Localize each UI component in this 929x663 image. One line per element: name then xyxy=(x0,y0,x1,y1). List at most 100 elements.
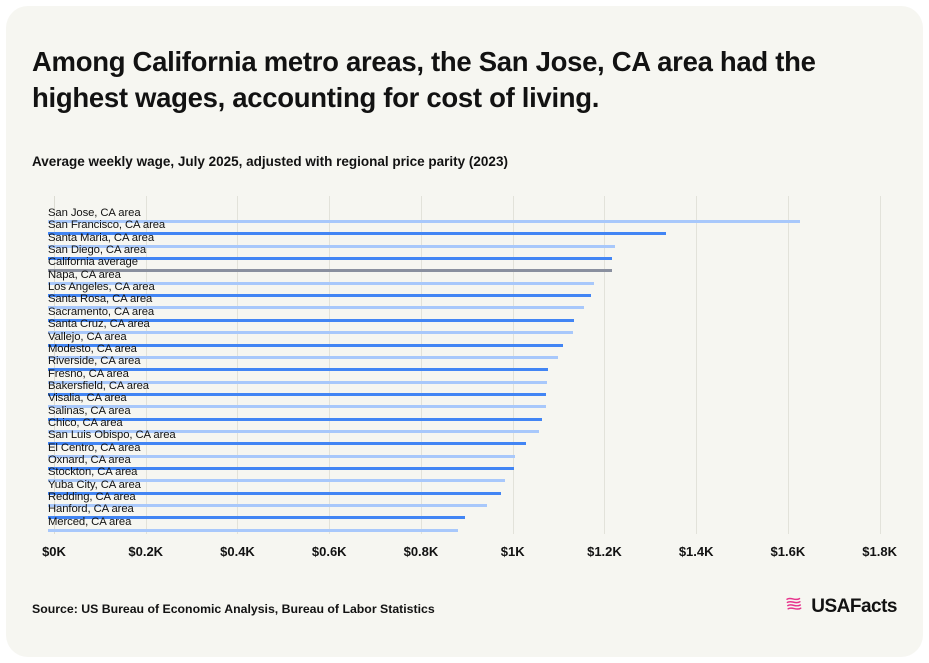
gridline-06K xyxy=(329,196,331,534)
bar-row[interactable]: Oxnard, CA area xyxy=(6,454,923,471)
bar[interactable] xyxy=(48,294,591,298)
bar-row[interactable]: Los Angeles, CA area xyxy=(6,281,923,298)
x-axis-tick-label: $0.8K xyxy=(403,544,439,559)
bar-category-label: Chico, CA area xyxy=(48,416,123,429)
bar[interactable] xyxy=(48,417,543,421)
x-axis-tick-label: $1.8K xyxy=(862,544,898,559)
bar[interactable] xyxy=(48,516,466,520)
bar[interactable] xyxy=(48,318,575,322)
bar[interactable] xyxy=(48,392,546,396)
bar-category-label: San Luis Obispo, CA area xyxy=(48,429,176,442)
bar-row[interactable]: Salinas, CA area xyxy=(6,405,923,422)
bar[interactable] xyxy=(48,355,559,359)
bar-row[interactable]: Vallejo, CA area xyxy=(6,331,923,348)
x-axis-tick-label: $0K xyxy=(42,544,66,559)
bar[interactable] xyxy=(48,479,505,483)
bar-row[interactable]: San Diego, CA area xyxy=(6,244,923,261)
gridline-18K xyxy=(879,196,881,534)
chart-card: Among California metro areas, the San Jo… xyxy=(6,6,923,657)
x-axis-tick-label: $0.2K xyxy=(128,544,164,559)
x-axis-tick-label: $0.6K xyxy=(311,544,347,559)
bar-category-label: Stockton, CA area xyxy=(48,466,138,479)
bar-row[interactable]: San Francisco, CA area xyxy=(6,219,923,236)
gridline-04K xyxy=(237,196,239,534)
chart-subtitle: Average weekly wage, July 2025, adjusted… xyxy=(32,154,508,169)
bar-row[interactable]: Redding, CA area xyxy=(6,491,923,508)
gridline-0K xyxy=(54,196,55,534)
bar-category-label: San Jose, CA area xyxy=(48,207,141,219)
x-axis-tick-label: $1K xyxy=(500,544,525,559)
bar[interactable] xyxy=(48,491,502,495)
bar[interactable] xyxy=(48,220,801,223)
bar-category-label: Vallejo, CA area xyxy=(48,330,127,343)
bar[interactable] xyxy=(48,257,612,261)
bar-category-label: Merced, CA area xyxy=(48,515,132,528)
bar[interactable] xyxy=(48,306,584,310)
bar[interactable] xyxy=(48,269,612,273)
bar-category-label: Oxnard, CA area xyxy=(48,454,131,466)
bar[interactable] xyxy=(48,504,487,508)
bar-row[interactable]: Merced, CA area xyxy=(6,516,923,533)
bar-row[interactable]: San Luis Obispo, CA area xyxy=(6,429,923,446)
bar-row[interactable]: San Jose, CA area xyxy=(6,207,923,224)
gridline-12K xyxy=(604,196,606,534)
bar-row[interactable]: Fresno, CA area xyxy=(6,368,923,385)
bar[interactable] xyxy=(48,368,548,372)
bar-row[interactable]: Stockton, CA area xyxy=(6,466,923,483)
brand-name: USAFacts xyxy=(811,595,897,617)
gridline-08K xyxy=(420,196,422,534)
bar-category-label: Napa, CA area xyxy=(48,268,121,281)
bar-row[interactable]: Riverside, CA area xyxy=(6,355,923,372)
bar-row[interactable]: Yuba City, CA area xyxy=(6,479,923,496)
bar[interactable] xyxy=(48,343,564,347)
gridline-16K xyxy=(787,196,789,534)
bar-row[interactable]: Sacramento, CA area xyxy=(6,306,923,323)
bar[interactable] xyxy=(48,281,594,285)
x-axis-tick-label: $0.4K xyxy=(220,544,255,559)
bar-row[interactable]: Chico, CA area xyxy=(6,417,923,434)
bar-category-label: Hanford, CA area xyxy=(48,503,134,516)
bar-row[interactable]: El Centro, CA area xyxy=(6,442,923,459)
bar-category-label: Santa Rosa, CA area xyxy=(48,293,153,306)
bar-category-label: Modesto, CA area xyxy=(48,342,137,355)
bar[interactable] xyxy=(48,244,616,248)
gridline-14K xyxy=(696,196,698,534)
usafacts-flag-icon xyxy=(785,595,807,618)
bar-row[interactable]: Hanford, CA area xyxy=(6,503,923,520)
gridline-1K xyxy=(512,196,514,534)
x-axis-tick-label: $1.4K xyxy=(678,544,714,559)
bar-category-label: Sacramento, CA area xyxy=(48,305,155,318)
bar-row[interactable]: California average xyxy=(6,256,923,273)
bar-category-label: Fresno, CA area xyxy=(48,367,129,380)
chart-x-axis: $0K $0.2K $0.4K $0.6K $0.8K $1K $1.2K $1.4K $1.6… xyxy=(6,544,923,566)
page-title: Among California metro areas, the San Jo… xyxy=(32,46,816,113)
bar-row[interactable]: Santa Maria, CA area xyxy=(6,232,923,249)
bar-category-label: Visalia, CA area xyxy=(48,392,127,405)
bar-row[interactable]: Santa Rosa, CA area xyxy=(6,293,923,310)
bar[interactable] xyxy=(48,467,515,470)
bar-category-label: San Diego, CA area xyxy=(48,244,147,257)
bar[interactable] xyxy=(48,380,548,384)
bar-category-label: Redding, CA area xyxy=(48,491,136,504)
bar-row[interactable]: Santa Cruz, CA area xyxy=(6,318,923,335)
brand-logo: USAFacts xyxy=(785,595,897,618)
bar-row[interactable]: Modesto, CA area xyxy=(6,343,923,360)
x-axis-tick-label: $1.2K xyxy=(587,544,622,559)
bar[interactable] xyxy=(48,405,546,409)
bar-category-label: El Centro, CA area xyxy=(48,441,141,454)
bar[interactable] xyxy=(48,429,539,433)
bar-row[interactable]: Visalia, CA area xyxy=(6,392,923,409)
source-note: Source: US Bureau of Economic Analysis, … xyxy=(32,602,435,616)
bar-category-label: Los Angeles, CA area xyxy=(48,281,155,294)
bar[interactable] xyxy=(48,442,526,446)
bar-row[interactable]: Napa, CA area xyxy=(6,269,923,286)
bar[interactable] xyxy=(48,232,667,236)
bar-row[interactable]: Bakersfield, CA area xyxy=(6,380,923,397)
bar-category-label: Yuba City, CA area xyxy=(48,478,141,491)
chart-plot-area: San Jose, CA area San Francisco, CA area S… xyxy=(6,196,923,536)
bar[interactable] xyxy=(48,331,574,335)
bar[interactable] xyxy=(48,454,515,458)
bar-category-label: Santa Maria, CA area xyxy=(48,231,155,244)
bar-category-label: San Francisco, CA area xyxy=(48,219,166,232)
bar[interactable] xyxy=(48,528,459,532)
